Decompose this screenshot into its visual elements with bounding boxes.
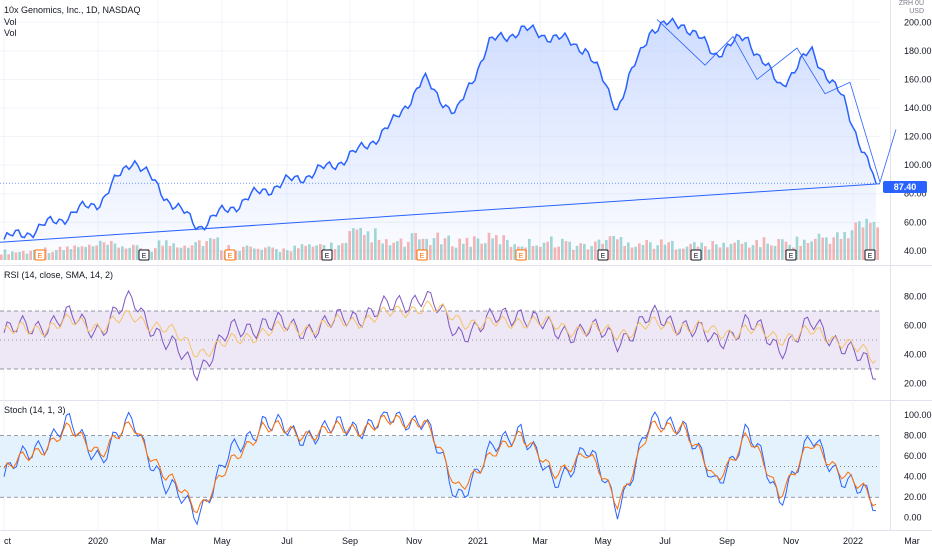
price-line: [3, 17, 877, 240]
indicator-line-d: [3, 414, 877, 514]
earnings-marker-label: E: [420, 253, 425, 260]
x-tick-label: Jul: [659, 536, 671, 546]
y-tick-label: 40.00: [904, 246, 927, 256]
earnings-marker: [785, 249, 797, 261]
earnings-marker: [690, 249, 702, 261]
earnings-marker-label: E: [868, 253, 873, 260]
y-tick-label: 200.00: [904, 17, 932, 27]
x-tick-label: Sep: [342, 536, 358, 546]
x-tick-label: ct: [4, 536, 12, 546]
volume-bar: [0, 254, 3, 260]
x-tick-label: May: [594, 536, 612, 546]
x-tick-label: Mar: [150, 536, 166, 546]
vol-legend-2[interactable]: Vol: [4, 28, 17, 38]
indicator-line-k: [3, 411, 877, 526]
x-tick-label: 2022: [843, 536, 863, 546]
x-tick-label: 2020: [88, 536, 108, 546]
symbol-title[interactable]: 10x Genomics, Inc., 1D, NASDAQ: [4, 5, 141, 15]
x-tick-label: Mar: [532, 536, 548, 546]
x-tick-label: Nov: [406, 536, 423, 546]
x-tick-label: Nov: [783, 536, 800, 546]
y-tick-label: 120.00: [904, 132, 932, 142]
y-tick-label: 60.00: [904, 451, 927, 461]
earnings-marker-label: E: [228, 253, 233, 260]
y-tick-label: 60.00: [904, 217, 927, 227]
indicator-line-d: [3, 300, 877, 364]
earnings-marker: [864, 249, 876, 261]
earnings-marker: [138, 249, 150, 261]
y-tick-label: 100.00: [904, 410, 932, 420]
x-tick-label: 2021: [468, 536, 488, 546]
x-tick-label: Jul: [281, 536, 293, 546]
x-tick-label: Sep: [719, 536, 735, 546]
earnings-marker-label: E: [325, 253, 330, 260]
y-tick-label: 140.00: [904, 103, 932, 113]
last-price-badge: 87.40: [883, 181, 927, 193]
stoch-legend[interactable]: Stoch (14, 1, 3): [4, 405, 66, 415]
trend-line: [0, 183, 881, 243]
earnings-marker-label: E: [519, 253, 524, 260]
y-tick-label: 180.00: [904, 46, 932, 56]
y-tick-label: 0.00: [904, 513, 922, 523]
y-tick-label: 80.00: [904, 189, 927, 199]
earnings-marker-label: E: [38, 253, 43, 260]
earnings-marker-label: E: [142, 253, 147, 260]
earnings-marker: [224, 249, 236, 261]
volume-bar: [876, 227, 879, 260]
currency-label: USD: [909, 8, 924, 15]
y-tick-label: 100.00: [904, 160, 932, 170]
y-tick-label: 20.00: [904, 492, 927, 502]
earnings-marker: [515, 249, 527, 261]
y-tick-label: 80.00: [904, 292, 927, 302]
y-tick-label: 40.00: [904, 350, 927, 360]
y-tick-label: 60.00: [904, 321, 927, 331]
y-tick-label: 160.00: [904, 74, 932, 84]
rsi-legend[interactable]: RSI (14, close, SMA, 14, 2): [4, 270, 114, 280]
price-area: [4, 18, 876, 259]
y-tick-label: 40.00: [904, 472, 927, 482]
earnings-marker-label: E: [694, 253, 699, 260]
earnings-marker: [416, 249, 428, 261]
y-tick-label: 20.00: [904, 379, 927, 389]
currency-badge[interactable]: ZRH 0U USD: [899, 0, 924, 16]
currency-top-label: ZRH 0U: [898, 0, 924, 7]
earnings-marker: [597, 249, 609, 261]
earnings-marker-label: E: [601, 253, 606, 260]
y-tick-label: 80.00: [904, 431, 927, 441]
x-tick-label: Mar: [904, 536, 920, 546]
earnings-marker: [321, 249, 333, 261]
x-tick-label: May: [213, 536, 231, 546]
pattern-drawing: [656, 19, 897, 184]
earnings-marker-label: E: [789, 253, 794, 260]
earnings-marker: [34, 249, 46, 261]
vol-legend-1[interactable]: Vol: [4, 17, 17, 27]
